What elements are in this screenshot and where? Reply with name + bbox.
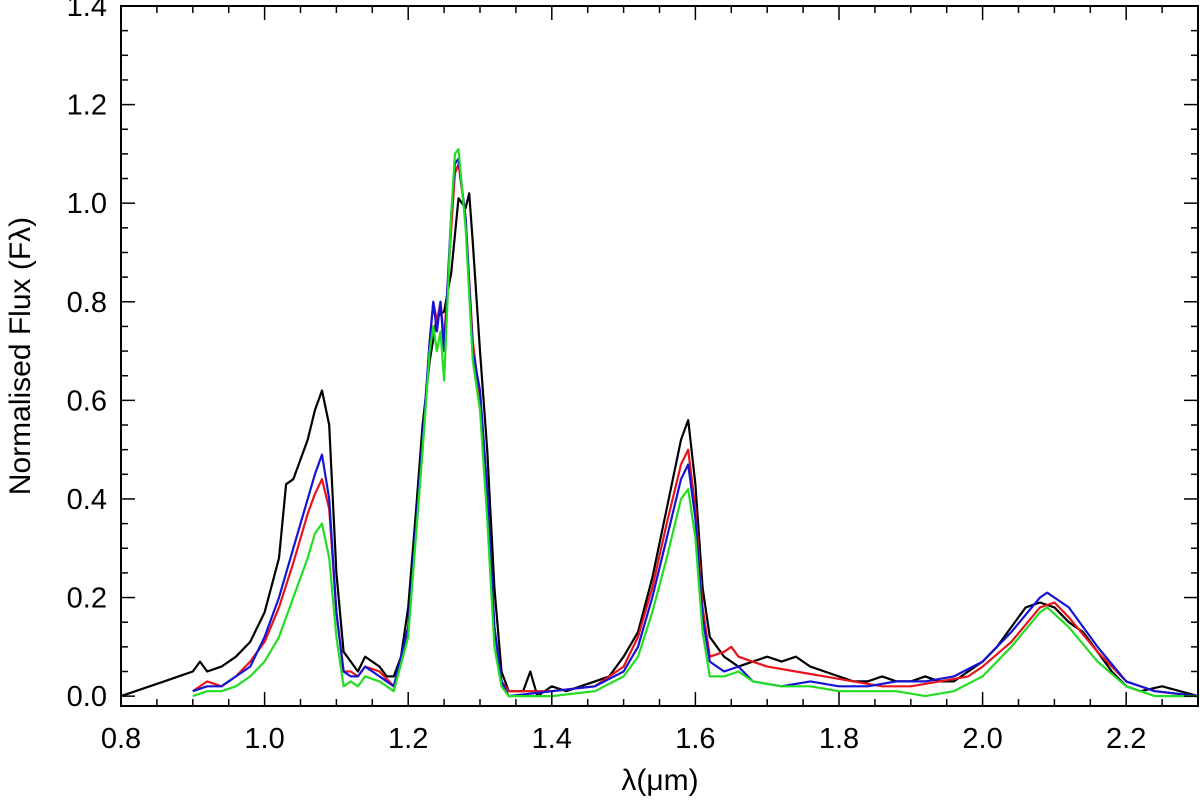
series-line-4 — [192, 147, 1198, 698]
y-tick-label: 0.6 — [67, 385, 107, 417]
x-tick-label: 1.8 — [819, 723, 859, 755]
y-tick-label: 1.4 — [67, 0, 107, 23]
x-tick-label: 1.6 — [675, 723, 715, 755]
series-line-3 — [192, 157, 1199, 698]
x-tick-label: 1.0 — [244, 723, 284, 755]
x-tick-label: 2.2 — [1106, 723, 1146, 755]
series-line-1 — [120, 192, 1199, 698]
x-tick-label: 1.2 — [388, 723, 428, 755]
x-axis-title: λ(μm) — [621, 764, 698, 797]
y-axis-title: Normalised Flux (Fλ) — [4, 217, 37, 495]
y-tick-label: 1.2 — [67, 90, 107, 122]
y-tick-label: 1.0 — [67, 188, 107, 220]
y-tick-label: 0.8 — [67, 287, 107, 319]
y-tick-label: 0.2 — [67, 583, 107, 615]
y-tick-label: 0.0 — [67, 681, 107, 713]
series-layer — [120, 147, 1199, 698]
x-tick-label: 2.0 — [962, 723, 1002, 755]
tick-layer: 0.8 1.0 1.2 1.4 1.6 1.8 2.0 2.2 0.0 0.2 0.4 0.6 0.8 1… — [67, 0, 1199, 755]
y-tick-label: 0.4 — [67, 484, 107, 516]
x-tick-label: 0.8 — [101, 723, 141, 755]
x-tick-label: 1.4 — [532, 723, 572, 755]
series-line-2 — [192, 162, 1199, 698]
